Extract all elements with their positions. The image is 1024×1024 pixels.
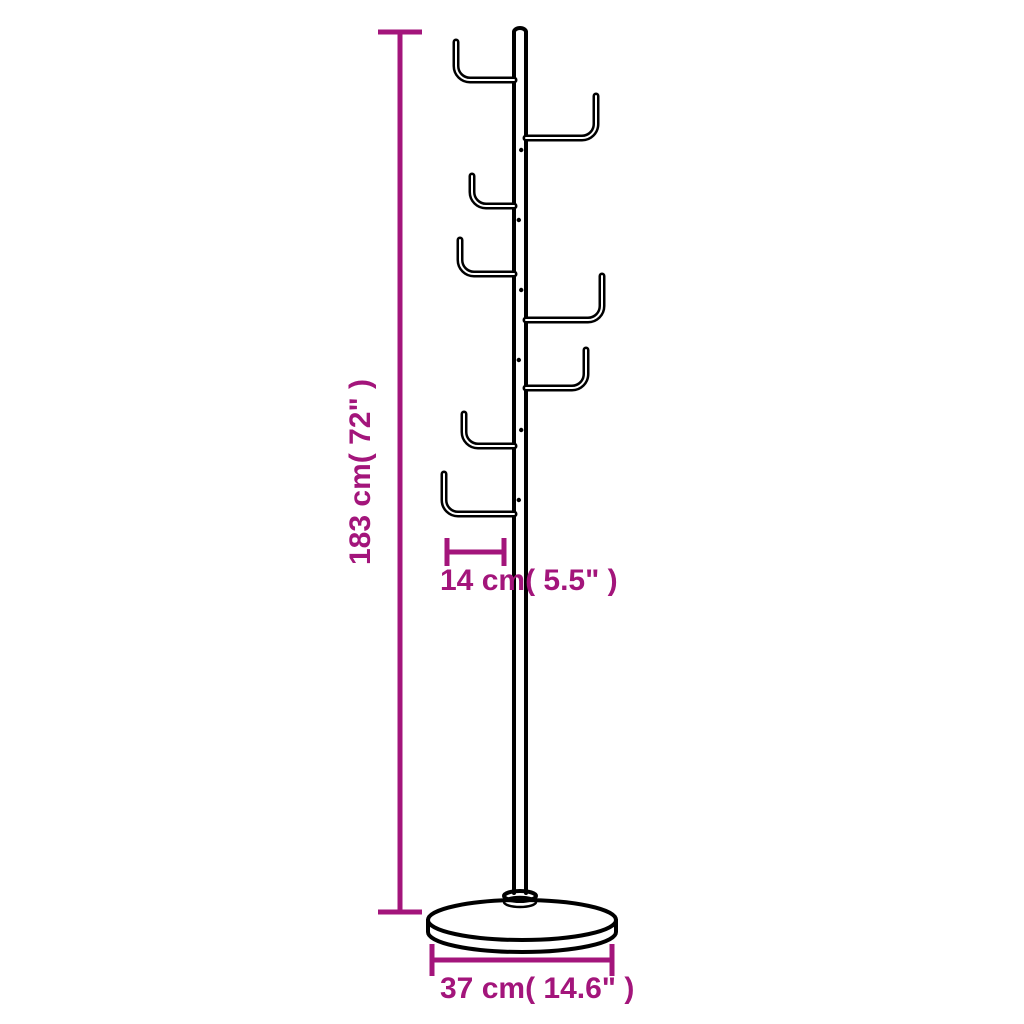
hook-2-inner [526,96,596,138]
hook-8 [444,474,514,514]
dim-hook-label: 14 cm( 5.5" ) [440,564,618,597]
coat-rack-drawing [428,28,616,952]
hook-5-inner [526,276,602,320]
screw-dot-4 [517,358,521,362]
hook-8-inner [444,474,514,514]
hook-1-inner [456,42,514,80]
pole-cap [514,28,526,32]
hook-2 [526,96,596,138]
screw-dot-3 [519,288,523,292]
dim-height-label: 183 cm( 72" ) [344,379,377,565]
screw-dot-1 [519,148,523,152]
screw-dot-5 [519,428,523,432]
hook-6 [526,350,586,388]
hook-3 [472,176,514,206]
screw-dot-2 [517,218,521,222]
dim-base-label: 37 cm( 14.6" ) [440,972,634,1005]
hook-6-inner [526,350,586,388]
hook-7 [464,414,514,446]
screw-dot-6 [517,498,521,502]
dimension-diagram: 183 cm( 72" ) 14 cm( 5.5" ) 37 cm( 14.6" ) [0,0,1024,1024]
hook-1 [456,42,514,80]
hook-4 [460,240,514,274]
hook-5 [526,276,602,320]
